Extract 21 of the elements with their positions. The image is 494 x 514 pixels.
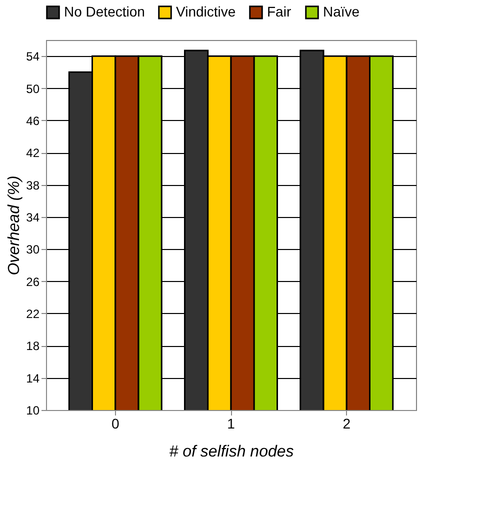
y-tick-label: 54 — [26, 50, 40, 64]
y-tick-label: 22 — [26, 306, 40, 321]
y-tick-label: 38 — [26, 178, 40, 192]
y-axis-title: Overhead (%) — [6, 176, 24, 276]
legend-label: Fair — [267, 3, 292, 20]
y-tick-label: 10 — [26, 404, 40, 418]
y-tick-label: 34 — [26, 210, 40, 224]
legend-label: No Detection — [64, 3, 145, 20]
y-tick-label: 18 — [26, 339, 40, 354]
x-axis-title: # of selfish nodes — [169, 444, 294, 460]
legend-label: Vindictive — [176, 3, 236, 20]
y-tick-label: 50 — [26, 82, 40, 96]
y-tick-label: 42 — [26, 146, 40, 160]
y-tick-label: 30 — [26, 242, 40, 257]
y-tick-label: 26 — [26, 274, 40, 289]
x-tick-label: 0 — [111, 416, 120, 432]
x-tick-label: 2 — [342, 416, 351, 432]
x-tick-label: 1 — [227, 416, 236, 432]
y-tick-label: 46 — [26, 114, 40, 128]
y-tick-label: 14 — [26, 371, 40, 386]
legend-label: Naïve — [323, 3, 360, 20]
